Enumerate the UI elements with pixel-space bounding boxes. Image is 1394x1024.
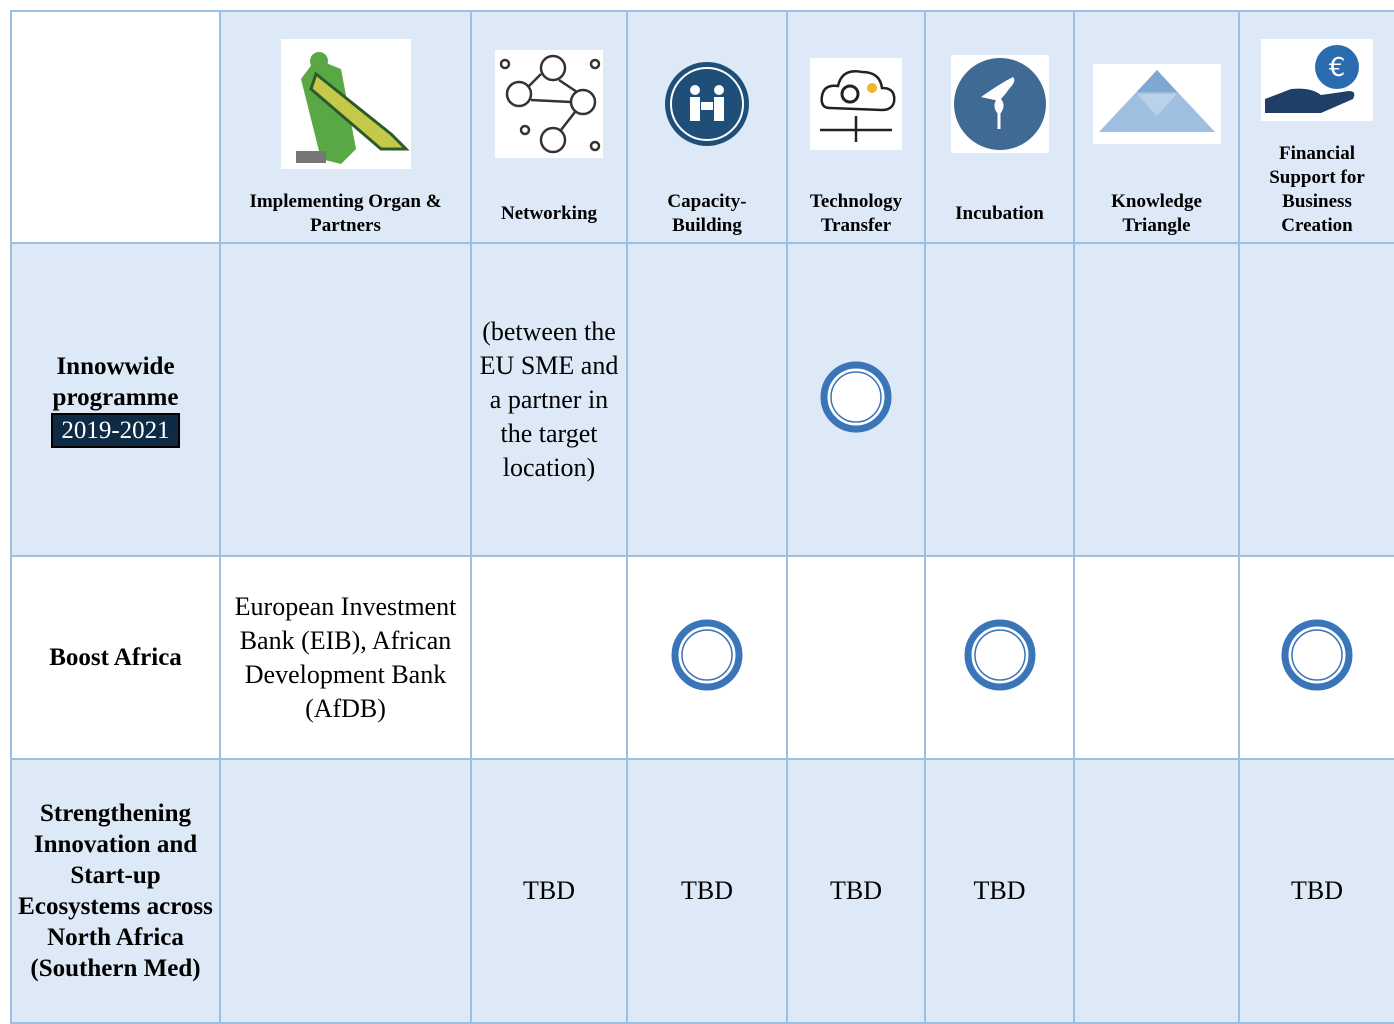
cell: European Investment Bank (EIB), African … (219, 555, 472, 760)
icon (950, 55, 1049, 153)
check-circle (671, 619, 743, 691)
column-header: Networking (500, 203, 598, 224)
cell (786, 555, 926, 760)
cell: TBD (626, 758, 788, 1024)
column-header: Capacity-Building (667, 191, 747, 236)
header-row: Implementing Organ & Partners Networking… (10, 10, 1394, 244)
check-circle (820, 361, 892, 433)
table-row: Boost Africa European Investment Bank (E… (10, 555, 1394, 760)
column-header: Knowledge Triangle (1111, 191, 1202, 236)
icon (495, 50, 603, 158)
row-header: Boost Africa (10, 555, 221, 760)
cell: TBD (786, 758, 926, 1024)
comparison-table: Implementing Organ & Partners Networking… (10, 10, 1394, 1024)
icon (665, 62, 749, 146)
cell (470, 555, 628, 760)
icon (1092, 64, 1221, 144)
cell (1238, 555, 1394, 760)
column-header: Technology Transfer (809, 191, 903, 236)
row-title: Innowwide programme (52, 353, 179, 411)
header-cell: Capacity-Building (626, 10, 788, 244)
header-cell: Knowledge Triangle (1073, 10, 1240, 244)
cell (924, 242, 1075, 557)
cell (1073, 242, 1240, 557)
icon (810, 58, 902, 150)
cell: TBD (470, 758, 628, 1024)
check-circle (964, 619, 1035, 691)
cell (626, 242, 788, 557)
header-cell: € Financial Support for Business Creation (1238, 10, 1394, 244)
table-row: Strengthening Innovation and Start-up Ec… (10, 758, 1394, 1024)
corner-cell (10, 10, 221, 244)
cell (1238, 242, 1394, 557)
icon: € (1261, 39, 1373, 121)
header-cell: Technology Transfer (786, 10, 926, 244)
column-header: Implementing Organ & Partners (249, 191, 442, 236)
cell: TBD (1238, 758, 1394, 1024)
cell (219, 242, 472, 557)
cell: (between the EU SME and a partner in the… (470, 242, 628, 557)
row-header: Strengthening Innovation and Start-up Ec… (10, 758, 221, 1024)
row-header: Innowwide programme 2019-2021 (10, 242, 221, 557)
column-header: Incubation (955, 203, 1044, 224)
period-label: 2019-2021 (51, 413, 180, 448)
cell: TBD (924, 758, 1075, 1024)
cell (786, 242, 926, 557)
header-cell: Implementing Organ & Partners (219, 10, 472, 244)
svg-text:€: € (1329, 53, 1346, 83)
cell (219, 758, 472, 1024)
icon (280, 39, 411, 169)
cell (1073, 758, 1240, 1024)
column-header: Financial Support for Business Creation (1269, 143, 1365, 236)
table-row: Innowwide programme 2019-2021 (between th… (10, 242, 1394, 557)
cell (626, 555, 788, 760)
check-circle (1281, 619, 1353, 691)
header-cell: Networking (470, 10, 628, 244)
header-cell: Incubation (924, 10, 1075, 244)
cell (1073, 555, 1240, 760)
cell (924, 555, 1075, 760)
